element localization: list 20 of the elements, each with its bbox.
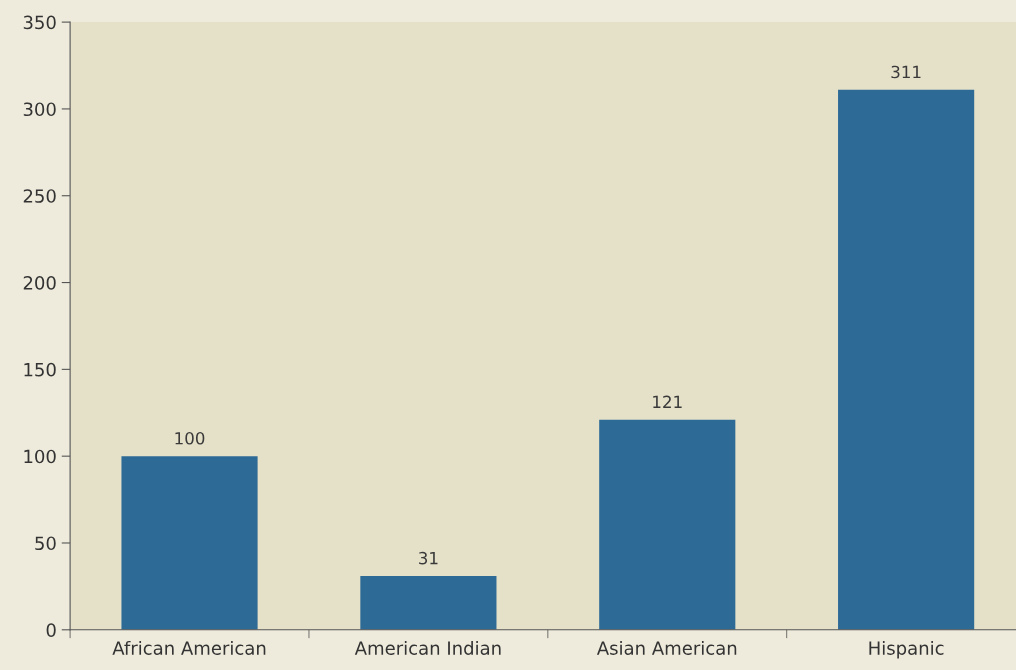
y-tick-label: 300 [23, 102, 56, 117]
data-label: 31 [419, 551, 438, 565]
data-label: 100 [175, 432, 205, 445]
y-tick-label: 0 [46, 623, 56, 637]
y-tick-label: 50 [35, 536, 56, 551]
y-tick-label: 200 [23, 276, 56, 290]
data-label: 311 [891, 65, 921, 79]
x-tick-label: Asian American [596, 640, 737, 655]
y-tick-label: 250 [23, 189, 56, 203]
bar [121, 456, 258, 630]
data-label: 121 [653, 395, 682, 408]
x-tick-label: African American [112, 640, 266, 655]
bar [599, 419, 736, 630]
bar [838, 89, 975, 630]
y-tick-label: 350 [23, 15, 56, 30]
x-tick-label: Hispanic [869, 640, 944, 659]
bar [360, 575, 497, 630]
y-tick-label: 150 [24, 362, 56, 377]
y-tick-label: 100 [24, 449, 56, 464]
x-tick-label: American Indian [354, 640, 501, 655]
